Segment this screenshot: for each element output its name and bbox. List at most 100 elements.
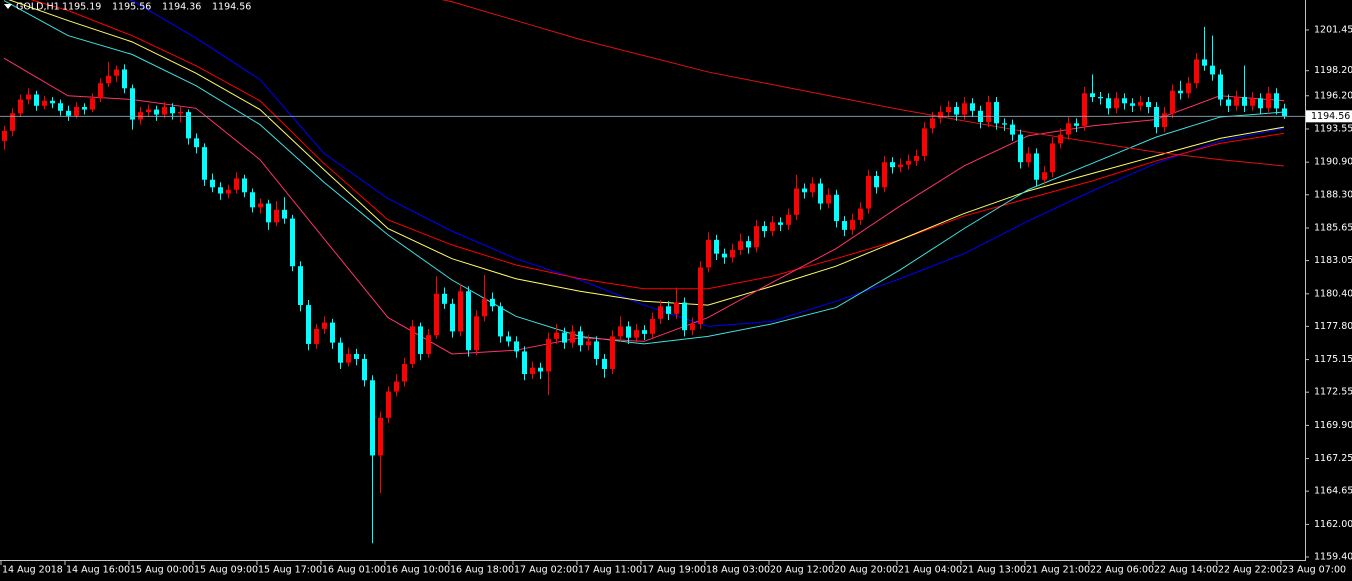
candle-body [714, 239, 719, 254]
y-tick-label: 1183.05 [1314, 255, 1352, 266]
y-tick-label: 1172.55 [1314, 387, 1352, 398]
candle-body [754, 226, 759, 248]
candle-body [434, 293, 439, 336]
candle-body [706, 239, 711, 268]
candle-body [786, 214, 791, 225]
candle-body [1258, 98, 1263, 109]
candle-body [658, 306, 663, 319]
candle-body [1018, 134, 1023, 163]
candle-body [906, 160, 911, 165]
candle-body [1154, 107, 1159, 128]
candle-body [90, 98, 95, 110]
candle-body [218, 187, 223, 194]
candle-body [138, 112, 143, 120]
bid-label-box [1306, 110, 1352, 123]
candle-body [514, 341, 519, 352]
candle-body [74, 107, 79, 116]
candle-body [898, 164, 903, 168]
candle-body [482, 298, 487, 317]
candle-body [474, 316, 479, 351]
plot-area [2, 0, 1287, 544]
candle-body [1106, 98, 1111, 109]
moving-average [128, 0, 1285, 327]
candle-body [938, 112, 943, 119]
candle-body [1122, 98, 1127, 104]
candle-body [834, 194, 839, 222]
candle-body [314, 328, 319, 344]
candle-body [954, 107, 959, 115]
y-tick-label: 1180.40 [1314, 288, 1352, 299]
candle-body [1234, 97, 1239, 106]
candle-body [1026, 153, 1031, 163]
x-tick-label: 21 Aug 04:00 [898, 565, 962, 576]
candle-body [1138, 102, 1143, 106]
candle-body [634, 330, 639, 338]
candle-body [490, 298, 495, 307]
x-tick-label: 14 Aug 16:00 [66, 565, 130, 576]
candle-body [618, 326, 623, 337]
candle-body [194, 138, 199, 148]
candle-body [882, 162, 887, 188]
header-low: 1194.36 [162, 2, 201, 13]
candle-body [346, 353, 351, 363]
candle-body [18, 99, 23, 114]
x-tick-label: 16 Aug 10:00 [386, 565, 450, 576]
candle-body [578, 331, 583, 346]
candle-body [1146, 102, 1151, 108]
candle-body [498, 306, 503, 337]
x-tick-label: 20 Aug 20:00 [834, 565, 898, 576]
candle-body [42, 100, 47, 106]
candle-body [234, 178, 239, 190]
y-tick-label: 1175.15 [1314, 354, 1352, 365]
candle-body [1010, 124, 1015, 135]
candle-body [466, 291, 471, 351]
candle-body [826, 194, 831, 204]
candle-body [378, 417, 383, 456]
candle-body [322, 322, 327, 329]
candle-body [1034, 153, 1039, 180]
symbol: GOLD,H1 [16, 2, 60, 13]
x-tick-label: 17 Aug 02:00 [514, 565, 578, 576]
candle-body [1050, 143, 1055, 173]
candle-body [1274, 93, 1279, 109]
y-tick-label: 1185.65 [1314, 222, 1352, 233]
candle-body [770, 222, 775, 232]
candle-body [1058, 134, 1063, 144]
candle-body [1074, 123, 1079, 126]
candle-body [1210, 65, 1215, 75]
bid-label: 1194.56 [1311, 111, 1350, 122]
candle-body [946, 107, 951, 113]
candle-body [1002, 123, 1007, 125]
candle-body [202, 147, 207, 180]
candle-body [250, 192, 255, 208]
y-tick-label: 1177.80 [1314, 321, 1352, 332]
candle-body [690, 323, 695, 331]
candle-body [362, 358, 367, 381]
candle-body [298, 266, 303, 306]
candle-body [1082, 93, 1087, 126]
menu-arrow[interactable] [4, 4, 12, 9]
candle-body [170, 107, 175, 114]
candle-body [610, 336, 615, 369]
candle-body [778, 222, 783, 225]
candle-body [546, 338, 551, 372]
x-tick-label: 16 Aug 01:00 [322, 565, 386, 576]
candle-body [114, 69, 119, 76]
candle-body [306, 305, 311, 344]
candle-body [242, 178, 247, 193]
candle-body [66, 110, 71, 116]
candle-body [162, 107, 167, 115]
candle-body [930, 118, 935, 129]
candle-body [98, 83, 103, 99]
candle-body [1218, 74, 1223, 100]
moving-average [8, 0, 1285, 306]
candle-body [338, 342, 343, 363]
candle-body [802, 188, 807, 193]
candle-body [442, 293, 447, 304]
x-tick-label: 21 Aug 21:00 [1026, 565, 1090, 576]
candle-body [530, 367, 535, 375]
y-tick-label: 1169.90 [1314, 420, 1352, 431]
candle-body [50, 100, 55, 104]
candle-body [146, 109, 151, 113]
